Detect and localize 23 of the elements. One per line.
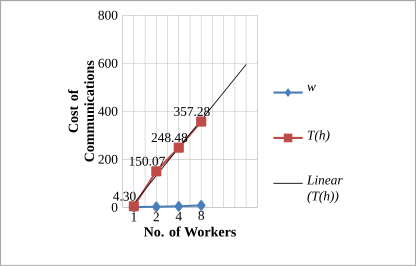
data-label: 4	[176, 212, 182, 221]
point	[151, 166, 162, 176]
data-label: 4.30	[113, 192, 136, 201]
legend-label: T(h)	[308, 130, 330, 142]
data-label: 8	[198, 210, 204, 220]
data-label: 150.07	[130, 156, 165, 166]
data-label: 248.48	[152, 133, 188, 142]
point	[174, 142, 184, 153]
y-tick-label: 800	[98, 10, 118, 20]
legend-label: Linear (T(h))	[306, 176, 343, 204]
legend-label: w	[307, 84, 316, 92]
data-label: 1	[132, 212, 136, 222]
point	[196, 116, 206, 127]
y-axis-title: Cost of Communications	[68, 60, 94, 162]
y-tick-label: 400	[98, 106, 118, 116]
point	[196, 200, 206, 211]
point	[152, 202, 161, 212]
y-tick-label: 600	[98, 58, 118, 68]
data-label: 2	[154, 212, 159, 222]
y-tick-label: 0	[112, 202, 118, 212]
x-axis-title: No. of Workers	[144, 226, 236, 237]
point	[174, 201, 184, 212]
y-tick-label: 200	[98, 154, 118, 164]
